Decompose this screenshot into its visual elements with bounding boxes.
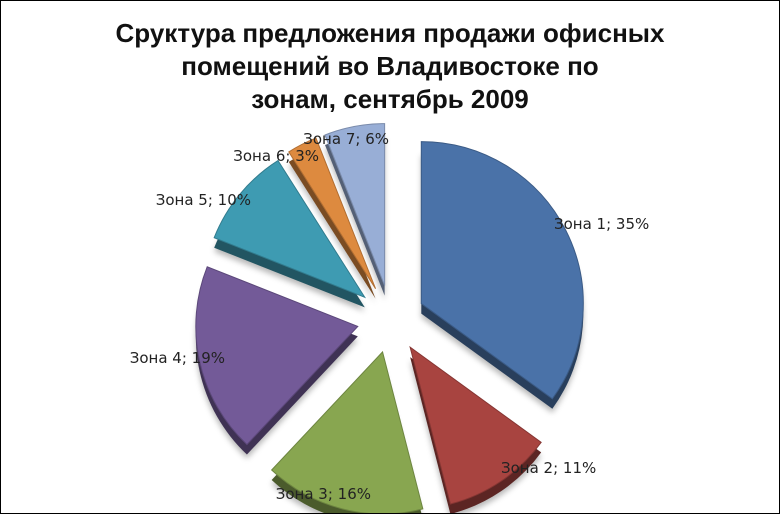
chart-title-line-1: Сруктура предложения продажи офисных (115, 18, 665, 48)
slice-label-5: Зона 5; 10% (156, 191, 251, 209)
slice-3 (270, 350, 424, 513)
slice-1 (420, 141, 584, 400)
slice-label-4: Зона 4; 19% (130, 349, 225, 367)
slice-label-3: Зона 3; 16% (276, 485, 371, 503)
chart-title-line-2: помещений во Владивостоке по (181, 51, 599, 81)
slice-7 (324, 123, 386, 286)
slice-5 (213, 159, 367, 299)
slice-label-1: Зона 1; 35% (554, 215, 649, 233)
slice-6 (288, 137, 377, 289)
slice-2 (409, 345, 542, 505)
slice-label-6: Зона 6; 3% (233, 147, 319, 165)
chart-title: Сруктура предложения продажи офисных пом… (1, 17, 779, 116)
slice-label-2: Зона 2; 11% (501, 459, 596, 477)
slice-label-7: Зона 7; 6% (303, 130, 389, 148)
chart-title-line-3: зонам, сентябрь 2009 (251, 84, 529, 114)
slice-4 (195, 266, 359, 446)
